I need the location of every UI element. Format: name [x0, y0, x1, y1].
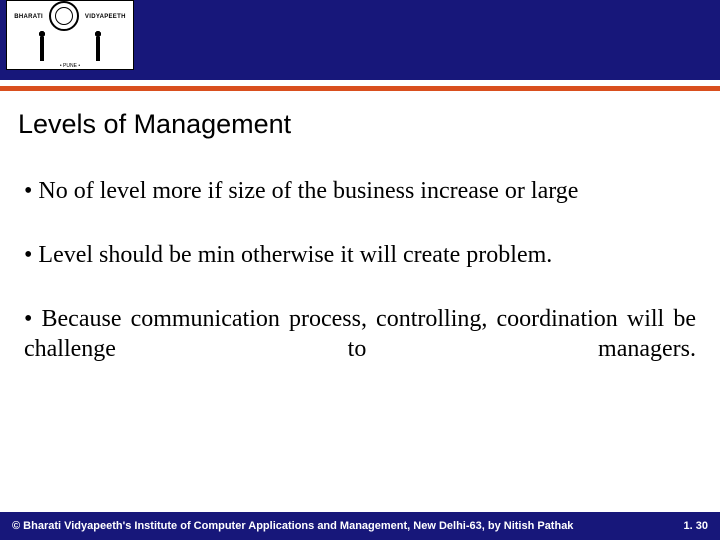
logo-text-bottom: • PUNE •: [60, 63, 80, 69]
bullet-item: • Because communication process, control…: [24, 304, 696, 364]
footer-band: © Bharati Vidyapeeth's Institute of Comp…: [0, 512, 720, 540]
footer-page-number: 1. 30: [684, 520, 708, 532]
slide-title: Levels of Management: [18, 109, 702, 140]
header-band: BHARATI VIDYAPEETH • PUNE •: [0, 0, 720, 80]
torch-icon-left: [35, 29, 49, 63]
slide-content: Levels of Management • No of level more …: [0, 91, 720, 364]
seal-icon: [49, 1, 79, 31]
bullet-item: • No of level more if size of the busine…: [24, 176, 696, 206]
logo-text-right: VIDYAPEETH: [85, 14, 126, 20]
bullet-list: • No of level more if size of the busine…: [18, 176, 702, 364]
bullet-item: • Level should be min otherwise it will …: [24, 240, 696, 270]
institution-logo: BHARATI VIDYAPEETH • PUNE •: [6, 0, 134, 70]
torch-icon-right: [91, 29, 105, 63]
logo-text-left: BHARATI: [14, 14, 43, 20]
footer-copyright: © Bharati Vidyapeeth's Institute of Comp…: [12, 520, 573, 532]
